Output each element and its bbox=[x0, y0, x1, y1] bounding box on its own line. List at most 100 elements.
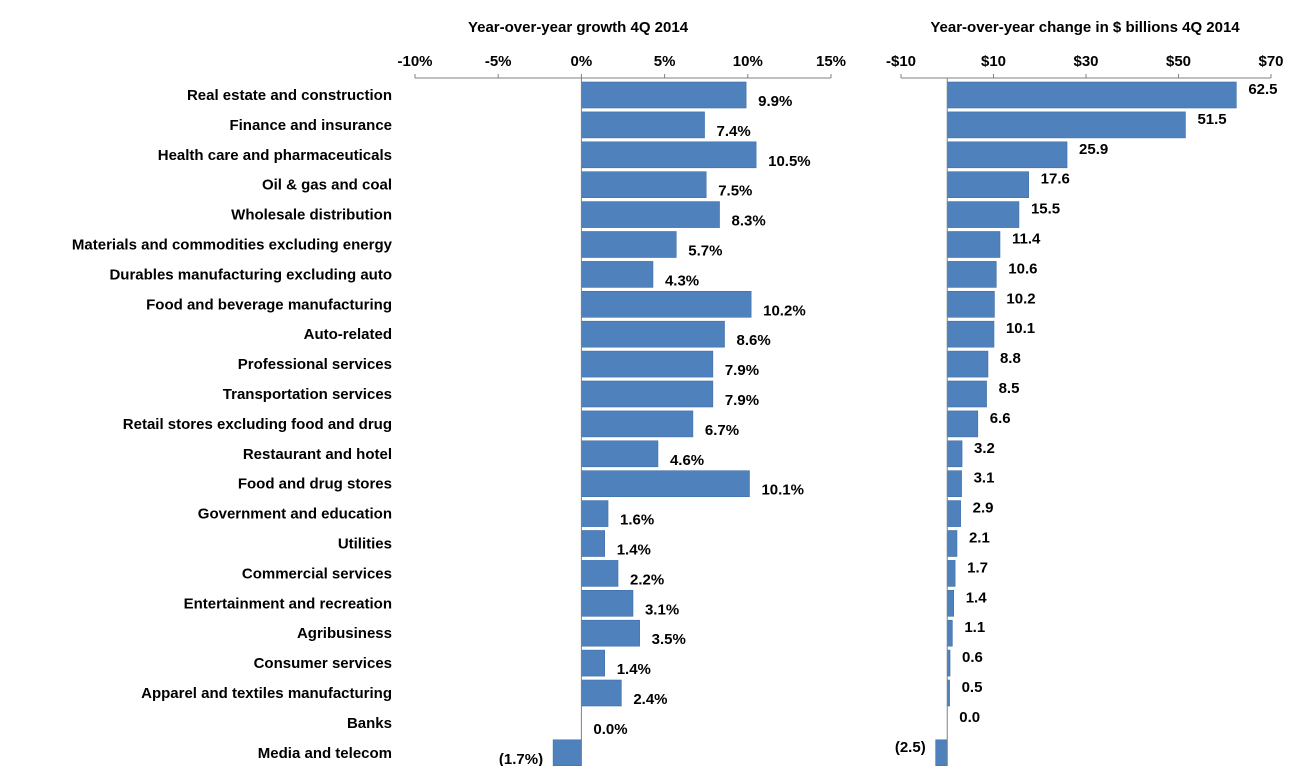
bar bbox=[946, 619, 953, 647]
category-label: Professional services bbox=[238, 356, 392, 373]
bar bbox=[946, 81, 1237, 109]
bar bbox=[581, 619, 640, 647]
data-label: 10.2 bbox=[1006, 290, 1035, 307]
bar bbox=[946, 111, 1186, 139]
data-label: 51.5 bbox=[1197, 111, 1226, 128]
data-label: 4.6% bbox=[670, 452, 704, 469]
data-label: 2.4% bbox=[633, 691, 667, 708]
data-label: 8.6% bbox=[737, 332, 771, 349]
bar bbox=[581, 589, 634, 617]
category-label: Consumer services bbox=[254, 655, 392, 672]
data-label: 15.5 bbox=[1031, 201, 1060, 218]
category-label: Real estate and construction bbox=[187, 87, 392, 104]
change-data-labels: 62.5 51.5 25.9 17.6 15.5 11.4 10.6 10.2 10.1 8.8 8… bbox=[895, 81, 1278, 756]
bar bbox=[946, 470, 962, 498]
data-label: 1.1 bbox=[964, 619, 985, 636]
tick-label: 15% bbox=[816, 53, 846, 70]
bar bbox=[946, 440, 963, 468]
category-label: Government and education bbox=[198, 506, 392, 523]
tick-label: -$10 bbox=[886, 53, 916, 70]
category-labels: Real estate and construction Finance and … bbox=[72, 87, 393, 762]
data-label: 10.6 bbox=[1008, 260, 1037, 277]
bar bbox=[581, 530, 605, 557]
bar bbox=[946, 589, 955, 617]
bar bbox=[581, 261, 654, 288]
category-label: Agribusiness bbox=[297, 625, 392, 642]
bar bbox=[946, 350, 989, 378]
bar bbox=[581, 679, 622, 707]
data-label: 1.7 bbox=[967, 559, 988, 576]
bar bbox=[581, 380, 714, 408]
bar bbox=[946, 560, 956, 587]
bar bbox=[946, 410, 979, 438]
bar bbox=[581, 81, 747, 109]
data-label: 1.4% bbox=[617, 542, 651, 559]
data-label: 8.3% bbox=[732, 213, 766, 230]
category-label: Materials and commodities excluding ener… bbox=[72, 237, 393, 254]
data-label: 10.1% bbox=[761, 482, 804, 499]
data-label: 3.2 bbox=[974, 440, 995, 457]
data-label: 1.4 bbox=[966, 589, 988, 606]
data-label: 6.7% bbox=[705, 422, 739, 439]
data-label: 0.0% bbox=[593, 721, 627, 738]
data-label: 10.1 bbox=[1006, 320, 1035, 337]
data-label: 2.1 bbox=[969, 530, 990, 547]
tick-label: $70 bbox=[1258, 53, 1283, 70]
bar bbox=[581, 111, 705, 139]
bar bbox=[946, 171, 1029, 198]
bar bbox=[946, 380, 987, 408]
bar bbox=[581, 231, 677, 258]
tick-label: 0% bbox=[571, 53, 593, 70]
bar bbox=[946, 201, 1020, 228]
bar bbox=[946, 231, 1001, 258]
bar bbox=[581, 440, 659, 468]
data-label: (1.7%) bbox=[499, 751, 543, 766]
data-label: 0.5 bbox=[962, 679, 983, 696]
data-label: 10.5% bbox=[768, 153, 811, 170]
category-label: Transportation services bbox=[223, 386, 392, 403]
category-label: Food and drug stores bbox=[238, 476, 392, 493]
category-label: Banks bbox=[347, 715, 392, 732]
data-label: 0.0 bbox=[959, 709, 980, 726]
bar bbox=[581, 141, 757, 169]
tick-label: $30 bbox=[1073, 53, 1098, 70]
growth-chart-title: Year-over-year growth 4Q 2014 bbox=[468, 19, 689, 36]
data-label: 62.5 bbox=[1248, 81, 1277, 98]
growth-chart: Year-over-year growth 4Q 2014 -10% -5% 0% 5… bbox=[72, 19, 846, 766]
category-label: Commercial services bbox=[242, 565, 392, 582]
data-label: 9.9% bbox=[758, 93, 792, 110]
data-label: 6.6 bbox=[990, 410, 1011, 427]
category-label: Finance and insurance bbox=[229, 117, 392, 134]
category-label: Wholesale distribution bbox=[231, 207, 392, 224]
change-bars bbox=[935, 81, 1237, 766]
bar bbox=[581, 201, 720, 228]
data-label: 0.6 bbox=[962, 649, 983, 666]
tick-label: 5% bbox=[654, 53, 676, 70]
tick-label: -5% bbox=[485, 53, 512, 70]
data-label: 1.4% bbox=[617, 661, 651, 678]
data-label: 7.4% bbox=[717, 123, 751, 140]
bar bbox=[581, 290, 752, 318]
bar bbox=[946, 290, 995, 318]
bar bbox=[946, 261, 997, 288]
data-label: 1.6% bbox=[620, 512, 654, 529]
bar bbox=[581, 350, 714, 378]
bar bbox=[946, 141, 1068, 169]
category-label: Durables manufacturing excluding auto bbox=[109, 266, 392, 283]
growth-bars bbox=[552, 81, 757, 766]
bar bbox=[581, 410, 694, 438]
bar bbox=[946, 530, 958, 557]
growth-data-labels: 9.9% 7.4% 10.5% 7.5% 8.3% 5.7% 4.3% 10.2% 8.6% 7.… bbox=[499, 93, 811, 766]
tick-label: 10% bbox=[733, 53, 763, 70]
change-chart: Year-over-year change in $ billions 4Q 2… bbox=[886, 19, 1284, 766]
change-chart-title: Year-over-year change in $ billions 4Q 2… bbox=[930, 19, 1240, 36]
bar bbox=[581, 560, 619, 587]
tick-label: $10 bbox=[981, 53, 1006, 70]
bar bbox=[581, 470, 750, 498]
category-label: Auto-related bbox=[304, 326, 392, 343]
bar bbox=[581, 500, 609, 527]
bar bbox=[581, 649, 605, 677]
data-label: 3.5% bbox=[652, 631, 686, 648]
data-label: 8.8 bbox=[1000, 350, 1021, 367]
